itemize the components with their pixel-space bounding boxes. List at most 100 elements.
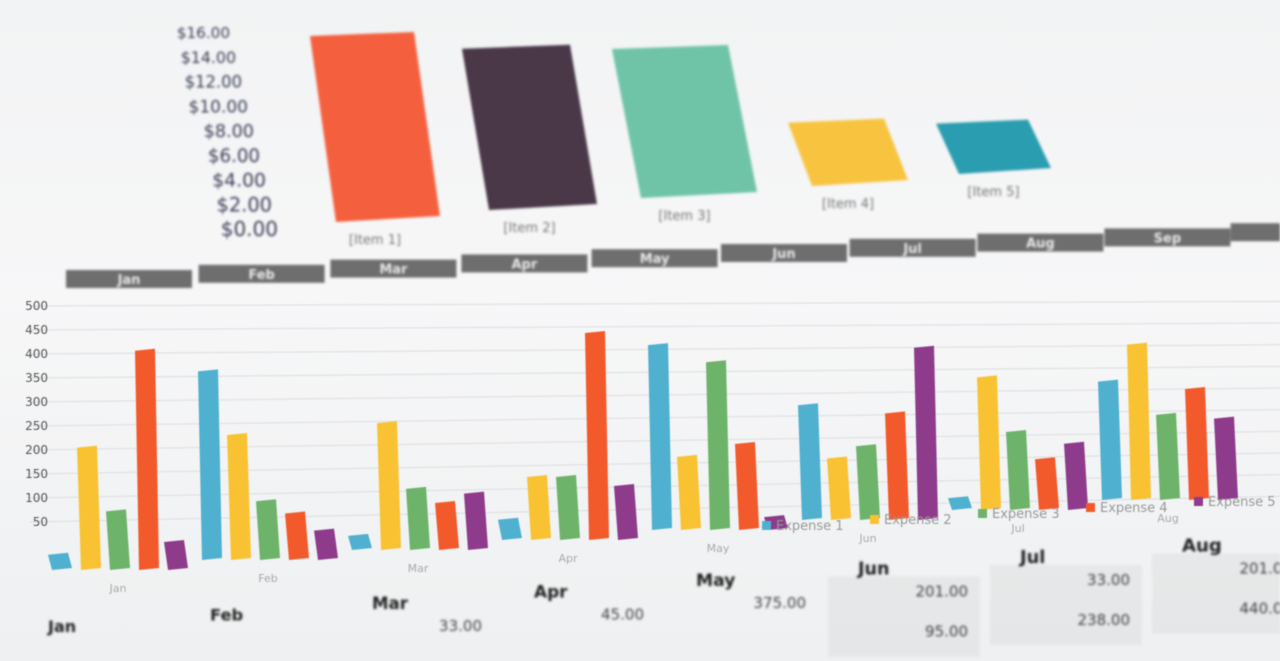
- x-tick-label: Aug: [1157, 512, 1178, 525]
- y-tick-label: $14.00: [181, 48, 236, 67]
- bar-aug-expense-1: [1098, 379, 1122, 500]
- x-tick-label: Jan: [109, 582, 127, 595]
- month-header-cell: [849, 238, 976, 257]
- bar-jan-expense-3: [106, 509, 130, 570]
- table-header: May: [696, 571, 735, 591]
- bar-aug-expense-2: [1127, 342, 1151, 500]
- bar-apr-expense-5: [614, 484, 638, 540]
- y-tick-label: 500: [25, 299, 48, 313]
- y-tick-label: 50: [33, 515, 48, 529]
- gridline: [29, 322, 1280, 331]
- table-cell-shade: [990, 565, 1142, 645]
- legend-label: Expense 1: [776, 519, 844, 534]
- month-header-label: Mar: [379, 263, 408, 278]
- bar-aug-expense-4: [1185, 387, 1209, 500]
- y-tick-label: 250: [25, 419, 48, 433]
- bar-mar-expense-1: [348, 533, 372, 550]
- legend-label: Expense 4: [1100, 501, 1168, 516]
- y-tick-label: 400: [25, 347, 48, 361]
- bar-jun-expense-2: [827, 456, 851, 520]
- legend-swatch: [762, 521, 771, 530]
- y-tick-label: $16.00: [177, 24, 230, 42]
- month-header-cell: [66, 270, 192, 288]
- month-header-cell: [330, 259, 457, 278]
- month-header-cell: [198, 264, 325, 283]
- bar-5: [936, 119, 1051, 174]
- table-cell: 201.00: [1240, 560, 1280, 578]
- x-tick-label: [Item 2]: [503, 221, 555, 236]
- bar-aug-expense-5: [1214, 416, 1238, 500]
- bar-feb-expense-3: [256, 499, 280, 560]
- table-cell: 238.00: [1078, 611, 1131, 629]
- table-header: Aug: [1182, 536, 1222, 557]
- bar-apr-expense-4: [585, 331, 609, 540]
- bar-feb-expense-4: [285, 511, 309, 560]
- month-header-cell: [591, 249, 718, 268]
- bar-jul-expense-5: [1064, 441, 1088, 510]
- y-tick-label: $8.00: [204, 122, 254, 142]
- x-tick-label: Apr: [558, 552, 578, 565]
- x-tick-label: [Item 1]: [349, 233, 401, 248]
- bar-mar-expense-2: [377, 421, 401, 550]
- y-tick-label: 300: [25, 395, 48, 409]
- bar-apr-expense-3: [556, 475, 580, 540]
- legend-label: Expense 2: [884, 513, 952, 528]
- legend-swatch: [1086, 503, 1095, 512]
- x-tick-label: Mar: [408, 562, 429, 575]
- bar-apr-expense-1: [498, 517, 522, 540]
- month-header-label: Jan: [117, 273, 141, 288]
- bar-feb-expense-2: [227, 433, 251, 560]
- x-tick-label: Jun: [858, 532, 876, 545]
- bar-2: [462, 44, 597, 210]
- y-tick-label: 450: [25, 323, 48, 337]
- legend-swatch: [870, 515, 879, 524]
- table-cell: 440.00: [1240, 600, 1280, 618]
- month-header-cell: [1104, 228, 1231, 247]
- month-header-label: Sep: [1154, 231, 1182, 246]
- month-header-label: Jul: [902, 242, 922, 257]
- table-cell: 33.00: [1087, 571, 1130, 589]
- table-cell: 375.00: [754, 594, 807, 612]
- y-tick-label: $4.00: [212, 171, 266, 192]
- legend-swatch: [1194, 497, 1203, 506]
- bar-mar-expense-4: [435, 501, 459, 550]
- table-cell: 201.00: [916, 583, 969, 601]
- month-header-cell: [1230, 223, 1280, 242]
- bar-jul-expense-1: [948, 496, 972, 510]
- table-header: Feb: [210, 606, 243, 625]
- item-bar-chart: $0.00$2.00$4.00 $6.00 $8.00 $10.00 $12.00 $14…: [66, 24, 1280, 288]
- bar-jul-expense-2: [977, 375, 1001, 510]
- bar-feb-expense-1: [198, 369, 222, 560]
- y-tick-label: $2.00: [216, 193, 272, 216]
- bar-jun-expense-3: [856, 444, 880, 520]
- month-header-label: May: [640, 252, 670, 267]
- month-header-label: Apr: [512, 257, 538, 272]
- month-header-label: Aug: [1026, 237, 1055, 252]
- y-tick-label: $12.00: [185, 73, 242, 92]
- bar-1: [310, 32, 440, 222]
- bar-3: [612, 44, 757, 199]
- x-tick-label: [Item 3]: [658, 209, 710, 224]
- legend-swatch: [978, 509, 987, 518]
- y-tick-label: $6.00: [208, 146, 260, 167]
- bar-jun-expense-1: [798, 403, 822, 520]
- y-tick-label: 350: [25, 371, 48, 385]
- bar-may-expense-4: [735, 442, 759, 530]
- bar-4: [788, 118, 908, 186]
- bar-aug-expense-3: [1156, 412, 1180, 500]
- y-tick-label: $0.00: [221, 217, 278, 241]
- table-cell-shade: [1152, 553, 1280, 634]
- x-tick-label: [Item 4]: [822, 197, 874, 212]
- table-header: Apr: [534, 582, 568, 602]
- table-cell: 95.00: [925, 623, 968, 641]
- bar-may-expense-1: [648, 343, 672, 530]
- bar-jan-expense-1: [48, 552, 72, 570]
- bar-jul-expense-3: [1006, 430, 1030, 510]
- x-tick-label: Jul: [1010, 522, 1024, 535]
- table-header: Mar: [372, 594, 409, 613]
- bar-jan-expense-2: [77, 445, 101, 570]
- legend-label: Expense 5: [1208, 495, 1276, 510]
- bar-jul-expense-4: [1035, 457, 1059, 510]
- gridline: [29, 300, 1280, 307]
